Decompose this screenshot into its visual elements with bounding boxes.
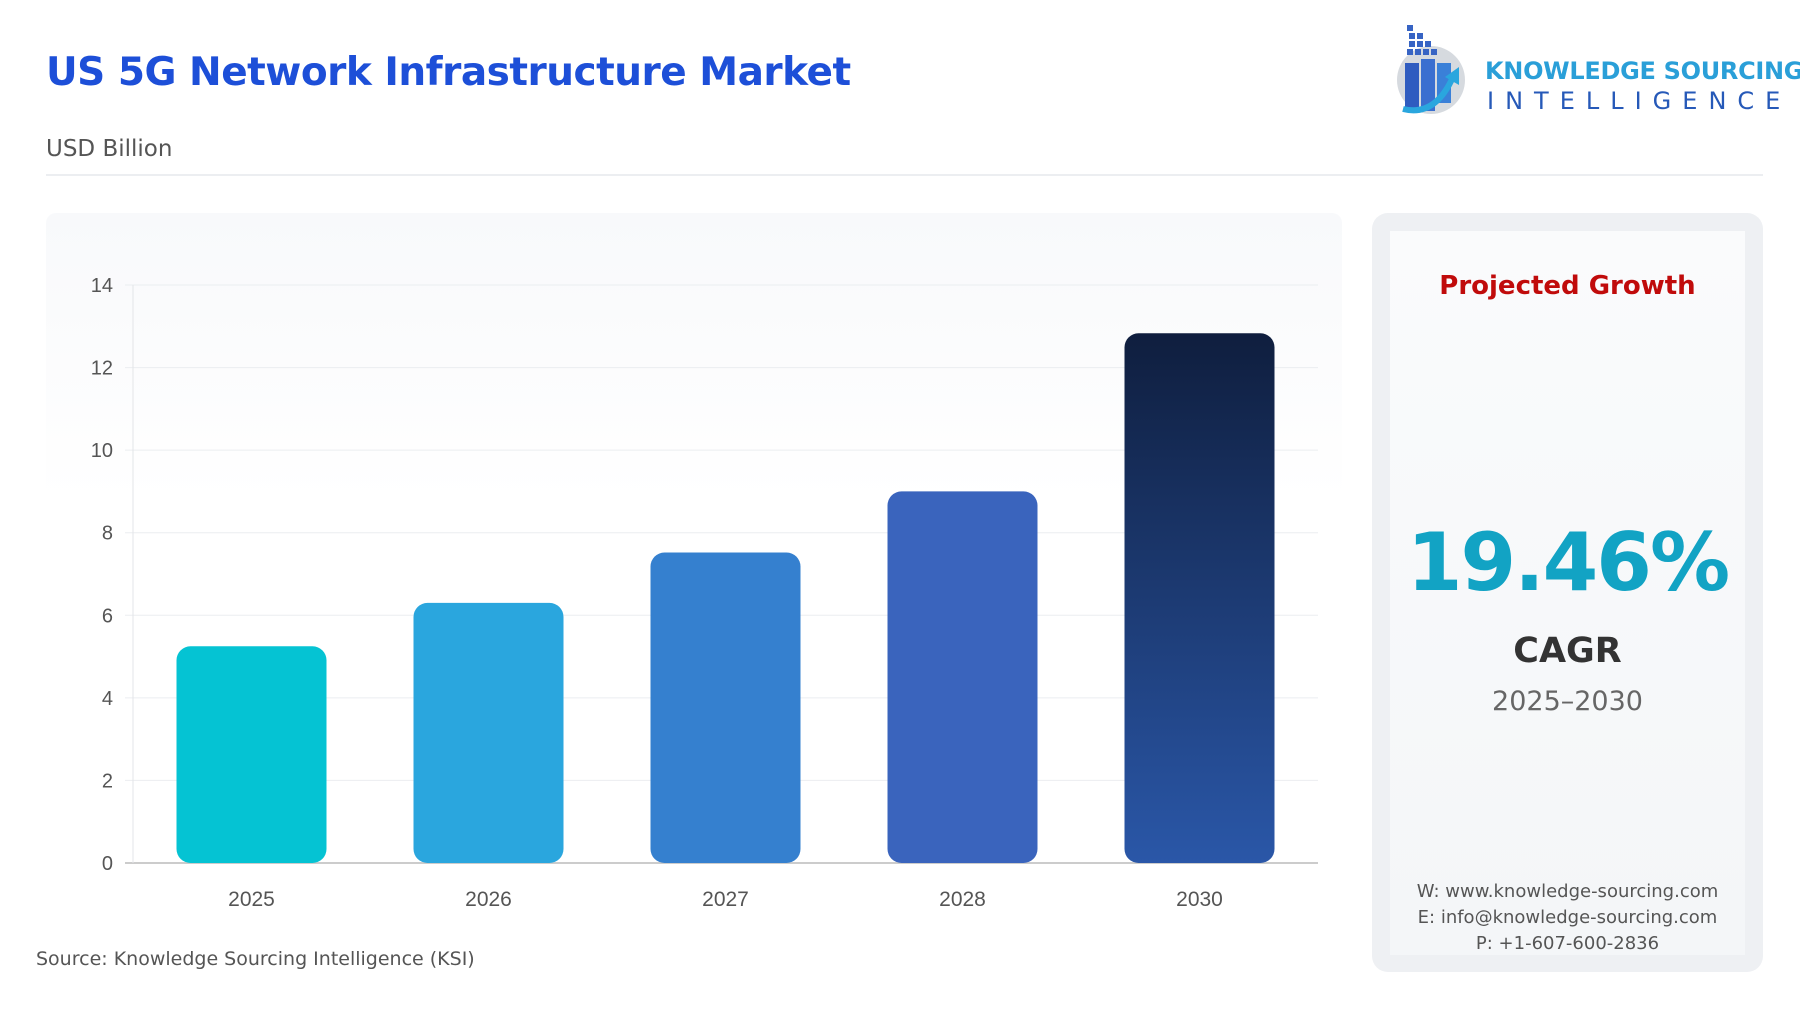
bar (1124, 333, 1275, 863)
y-tick-label: 14 (91, 275, 113, 297)
y-tick-label: 0 (102, 853, 113, 875)
cagr-value: 19.46% (1406, 516, 1730, 609)
logo: KNOWLEDGE SOURCING INTELLIGENCE (1395, 25, 1800, 120)
contact-website: W: www.knowledge-sourcing.com (1416, 881, 1719, 902)
chart-card: 0 2 4 6 8 10 12 14 2025 2026 2027 2028 2030 (46, 213, 1342, 933)
unit-label: USD Billion (46, 136, 173, 162)
source-note: Source: Knowledge Sourcing Intelligence … (36, 948, 475, 970)
logo-text: INTELLIGENCE (1487, 87, 1792, 115)
x-tick-label: 2027 (702, 888, 749, 911)
panel-title: Projected Growth (1439, 271, 1696, 301)
bar (413, 602, 564, 863)
bar (650, 552, 801, 863)
logo-text: KNOWLEDGE SOURCING (1485, 57, 1800, 85)
y-tick-label: 2 (102, 770, 113, 792)
contact-phone: P: +1-607-600-2836 (1475, 933, 1660, 954)
x-tick-label: 2026 (465, 888, 512, 911)
y-tick-label: 8 (102, 523, 113, 545)
contact-email: E: info@knowledge-sourcing.com (1417, 907, 1718, 928)
y-tick-label: 4 (102, 688, 113, 710)
x-tick-label: 2028 (939, 888, 986, 911)
bar (176, 646, 327, 863)
bar-chart: 0 2 4 6 8 10 12 14 2025 2026 2027 2028 2030 (91, 275, 1318, 911)
x-tick-label: 2025 (228, 888, 275, 911)
cagr-label: CAGR (1513, 631, 1622, 671)
page-title: US 5G Network Infrastructure Market (46, 50, 851, 95)
y-tick-label: 6 (102, 605, 113, 627)
projected-growth-panel: Projected Growth 19.46% CAGR 2025–2030 W… (1372, 213, 1763, 972)
logo-icon (1397, 25, 1465, 114)
x-tick-label: 2030 (1176, 888, 1223, 911)
bar (887, 491, 1038, 863)
divider (46, 174, 1763, 176)
y-tick-label: 10 (91, 440, 113, 462)
cagr-period: 2025–2030 (1492, 686, 1643, 717)
y-tick-label: 12 (91, 358, 113, 380)
